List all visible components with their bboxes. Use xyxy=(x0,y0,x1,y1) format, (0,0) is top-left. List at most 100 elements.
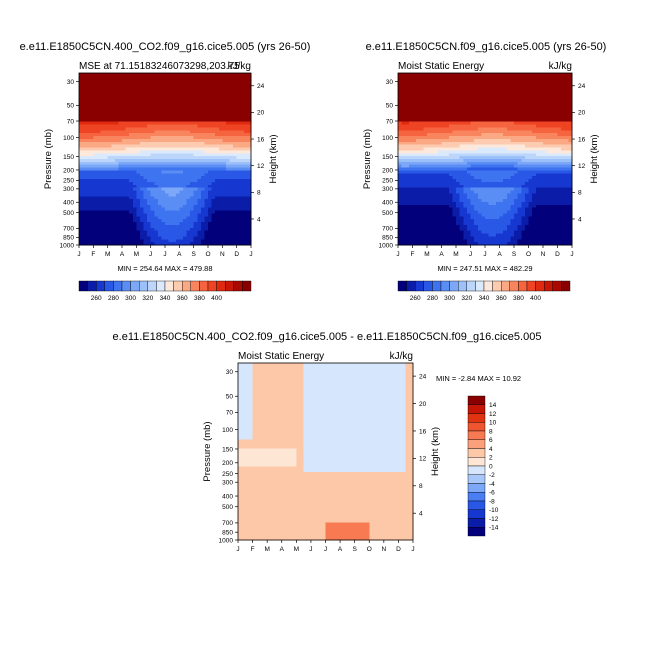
panel1-x-tick-label: N xyxy=(220,251,225,258)
panel2-contour-cell xyxy=(492,84,497,88)
panel1-contour-cell xyxy=(168,167,173,172)
panel2-contour-cell xyxy=(437,207,443,212)
panel2-contour-cell xyxy=(405,133,410,137)
panel2-contour-cell xyxy=(488,98,493,103)
panel2-contour-cell xyxy=(510,116,515,120)
panel2-contour-cell xyxy=(495,107,501,111)
panel1-contour-cell xyxy=(182,207,188,212)
panel2-contour-cell xyxy=(514,118,519,123)
panel2-contour-cell xyxy=(503,196,508,200)
panel2-contour-cell xyxy=(463,199,468,203)
panel2-contour-cell xyxy=(506,121,511,126)
panel1-contour-cell xyxy=(165,104,170,108)
panel2-contour-cell xyxy=(434,110,439,114)
panel1-contour-cell xyxy=(204,116,209,120)
panel1-contour-cell xyxy=(233,239,238,243)
panel2-contour-cell xyxy=(510,227,515,232)
panel2-contour-cell xyxy=(499,84,504,88)
panel1-contour-cell xyxy=(222,98,227,103)
panel1-contour-cell xyxy=(136,176,141,180)
panel1-contour-cell xyxy=(114,179,120,183)
panel1-contour-cell xyxy=(233,167,238,172)
panel1-contour-cell xyxy=(82,107,87,111)
panel2-contour-cell xyxy=(441,124,446,129)
panel1-contour-cell xyxy=(243,118,249,123)
panel1-contour-cell xyxy=(111,93,116,97)
panel1-contour-cell xyxy=(215,156,220,160)
panel1-contour-cell xyxy=(193,167,198,172)
panel1-contour-cell xyxy=(168,190,173,194)
panel2-contour-cell xyxy=(398,184,403,189)
panel2-contour-cell xyxy=(441,207,446,212)
panel1-contour-cell xyxy=(118,101,123,106)
panel1-contour-cell xyxy=(100,199,105,203)
panel1-contour-cell xyxy=(111,116,116,120)
panel1-contour-cell xyxy=(154,101,159,106)
panel2-contour-cell xyxy=(459,216,464,220)
panel2-contour-cell xyxy=(430,179,435,183)
panel2-contour-cell xyxy=(470,95,475,100)
panel2-contour-cell xyxy=(510,199,515,203)
panel2-contour-cell xyxy=(492,204,497,209)
panel1-contour-cell xyxy=(129,156,134,160)
panel1-contour-cell xyxy=(118,236,123,240)
panel1-contour-cell xyxy=(89,167,94,172)
panel1-contour-cell xyxy=(96,196,102,200)
panel2-contour-cell xyxy=(477,138,482,143)
panel1-contour-cell xyxy=(193,147,198,151)
panel1-contour-cell xyxy=(114,159,120,163)
panel2-contour-cell xyxy=(434,78,439,83)
panel1-contour-cell xyxy=(147,161,152,166)
panel1-contour-cell xyxy=(175,227,180,232)
panel1-contour-cell xyxy=(86,199,91,203)
panel1-contour-cell xyxy=(172,207,177,212)
panel1-contour-cell xyxy=(222,87,227,91)
panel1-contour-cell xyxy=(204,202,209,206)
panel1-contour-cell xyxy=(165,153,170,157)
panel1-contour-cell xyxy=(107,233,112,237)
panel2-contour-cell xyxy=(448,199,453,203)
panel2-contour-cell xyxy=(506,141,511,146)
panel2-contour-cell xyxy=(445,153,450,157)
panel1-contour-cell xyxy=(200,179,206,183)
panel2-contour-cell xyxy=(474,101,479,106)
panel2-contour-cell xyxy=(514,75,519,80)
panel2-contour-cell xyxy=(466,230,472,235)
panel1-contour-cell xyxy=(233,78,238,83)
panel2-contour-cell xyxy=(434,150,439,154)
panel2-contour-cell xyxy=(427,159,432,163)
panel2-contour-cell xyxy=(419,107,424,111)
panel2-contour-cell xyxy=(441,242,446,246)
panel1-contour-cell xyxy=(200,167,206,172)
panel1-contour-cell xyxy=(182,222,188,226)
panel1-contour-cell xyxy=(172,190,177,194)
panel1-contour-cell xyxy=(96,150,102,154)
panel2-contour-cell xyxy=(412,242,417,246)
panel2-contour-cell xyxy=(514,95,519,100)
panel2-contour-cell xyxy=(477,222,482,226)
panel1-contour-cell xyxy=(114,110,120,114)
panel1-contour-cell xyxy=(139,90,145,94)
panel1-contour-cell xyxy=(233,230,238,235)
panel2-contour-cell xyxy=(448,181,453,186)
panel1-contour-cell xyxy=(96,116,102,120)
panel2-contour-cell xyxy=(499,150,504,154)
panel1-contour-cell xyxy=(96,147,102,151)
panel1-contour-cell xyxy=(139,236,145,240)
panel2-contour-cell xyxy=(412,207,417,212)
panel1-contour-cell xyxy=(107,184,112,189)
panel2-contour-cell xyxy=(492,199,497,203)
panel1-contour-cell xyxy=(218,101,223,106)
panel1-contour-cell xyxy=(122,210,127,215)
panel1-contour-cell xyxy=(154,84,159,88)
panel1-contour-cell xyxy=(118,222,123,226)
panel1-contour-cell xyxy=(136,224,141,229)
panel1-contour-cell xyxy=(215,170,220,174)
panel2-contour-cell xyxy=(510,161,515,166)
panel1-contour-cell xyxy=(89,116,94,120)
panel1-contour-cell xyxy=(122,184,127,189)
panel1-contour-cell xyxy=(229,181,234,186)
panel1-contour-cell xyxy=(168,184,173,189)
panel1-contour-cell xyxy=(150,116,155,120)
panel1-contour-cell xyxy=(161,236,166,240)
